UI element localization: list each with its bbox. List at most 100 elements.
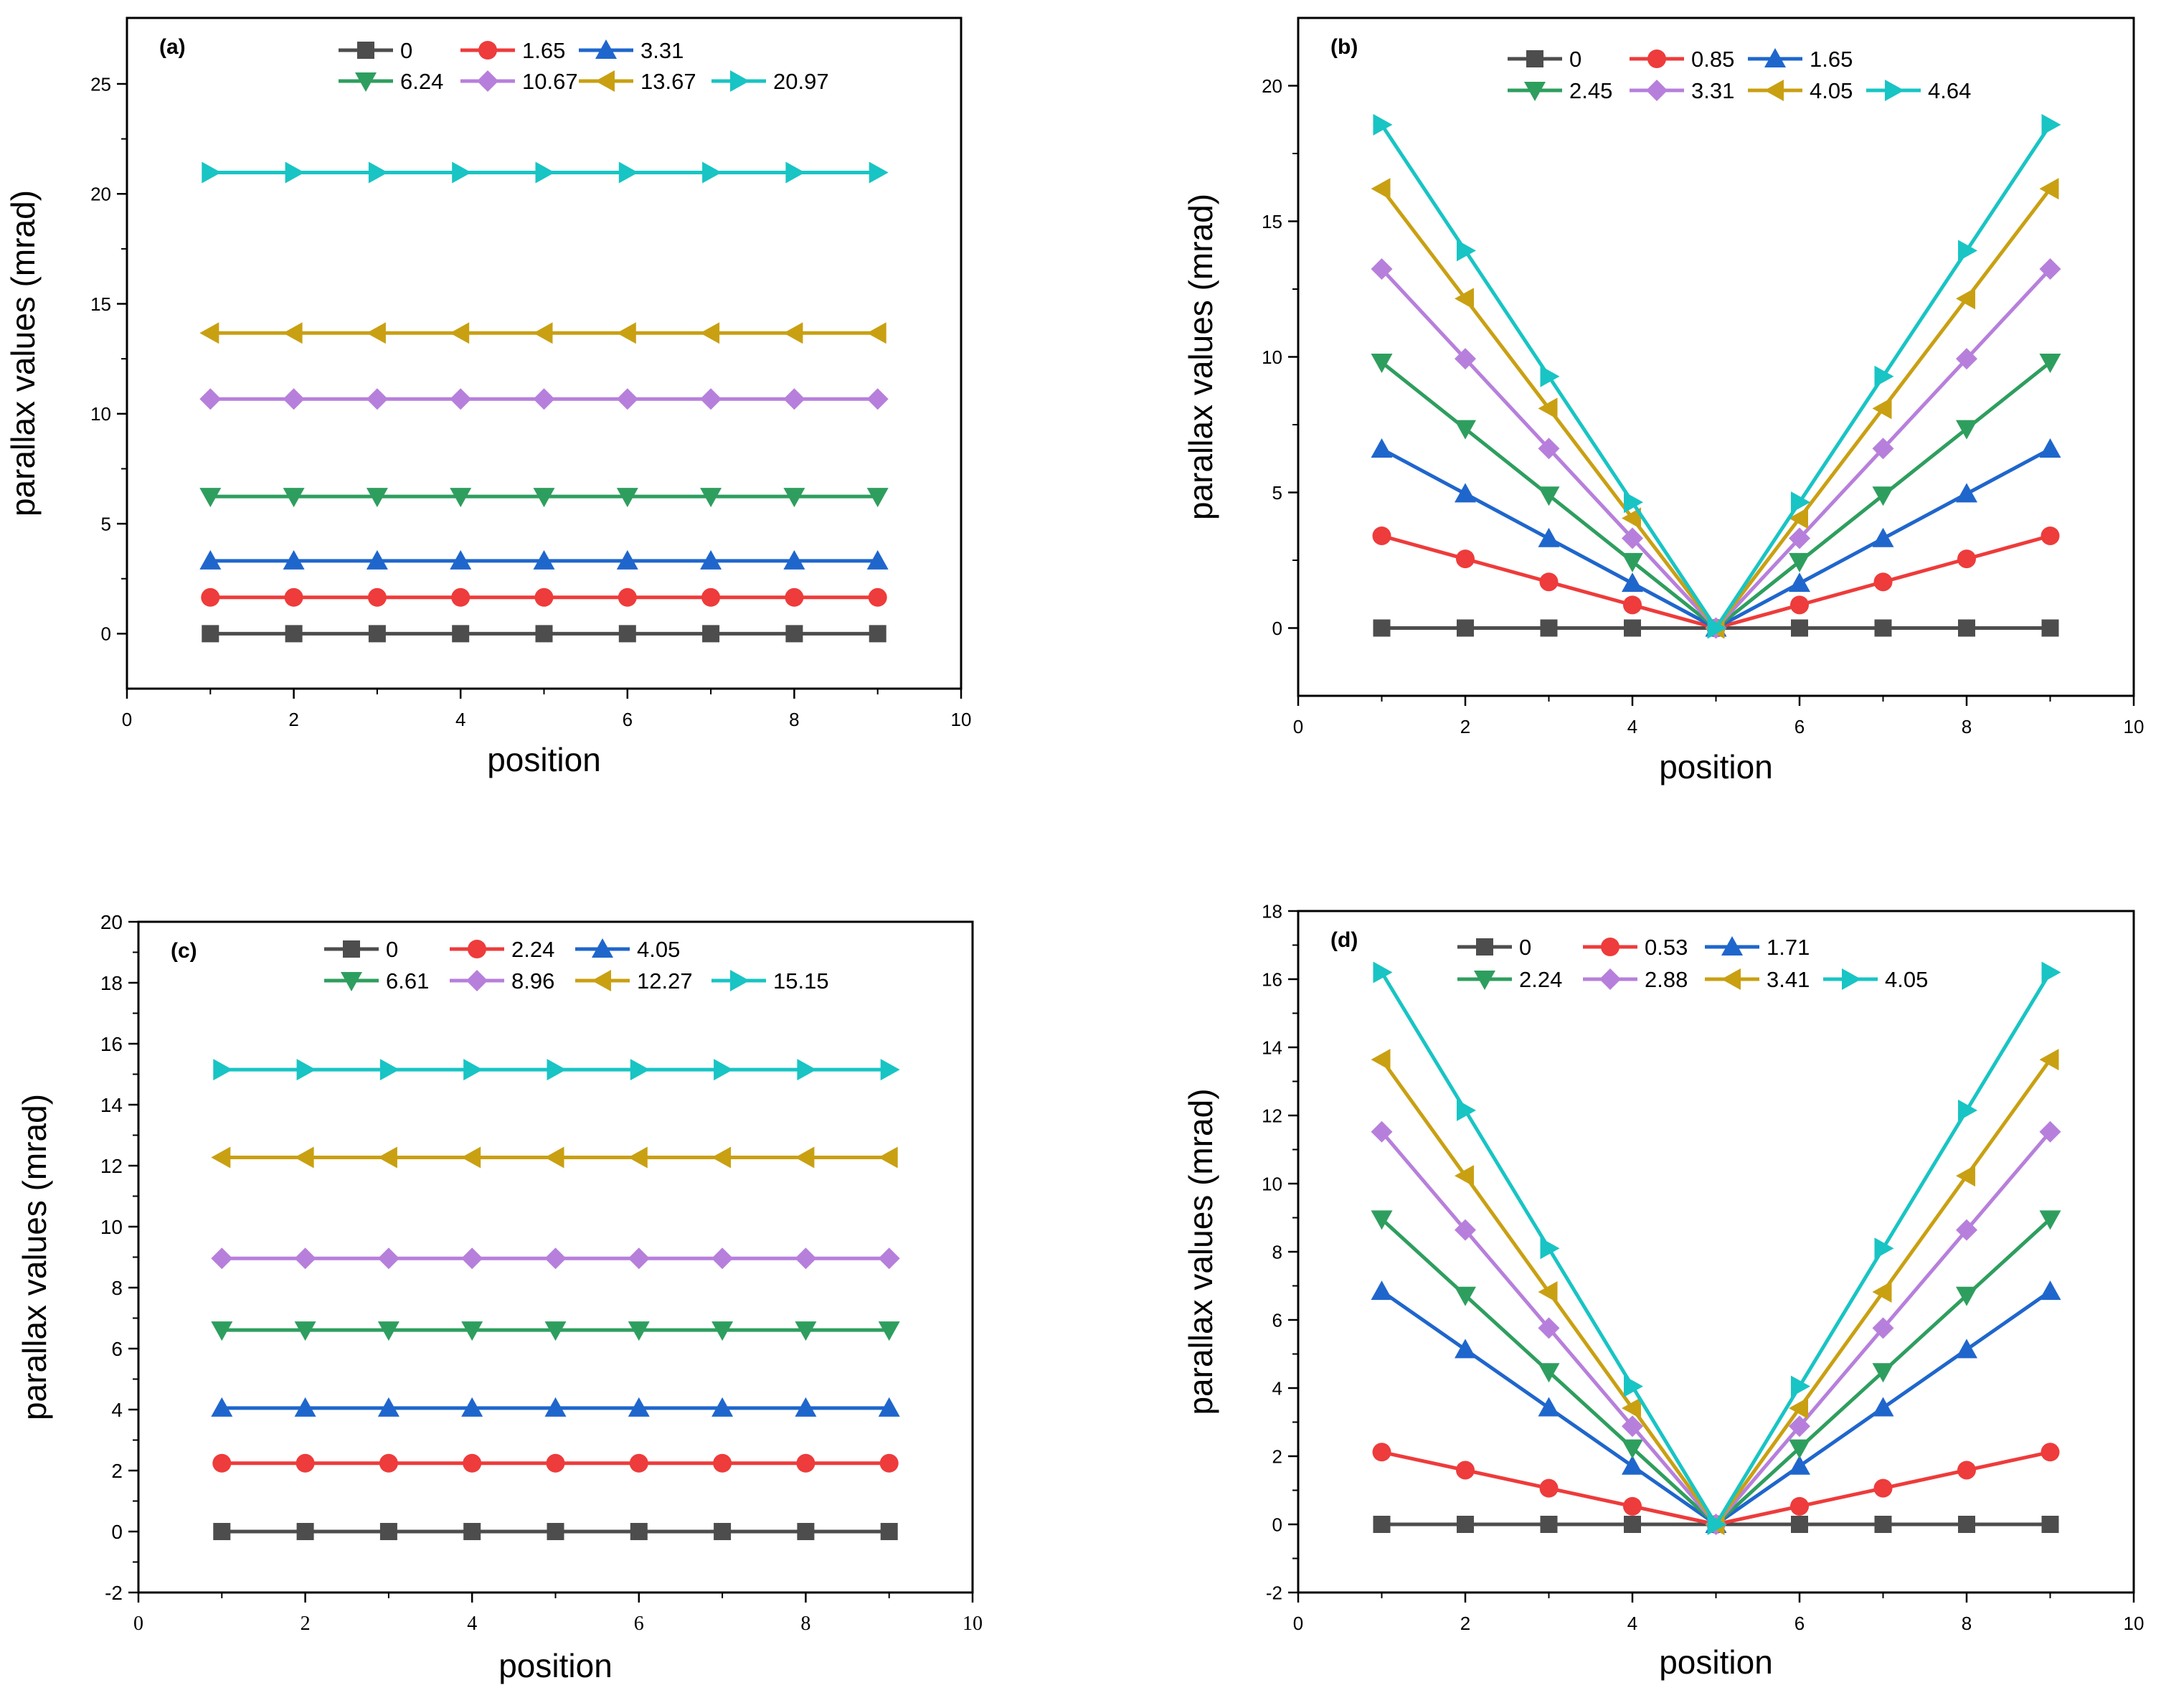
data-point [1538,486,1560,506]
data-point [1956,420,1977,440]
panel-label: (a) [159,35,186,59]
legend-label: 3.31 [1691,78,1734,103]
x-tick-label: 8 [789,709,799,730]
data-point [1539,572,1559,592]
legend-label: 1.65 [522,38,565,63]
legend-item-10.67: 10.67 [460,69,578,94]
series-line [1380,1131,2052,1527]
series-4.05 [1371,178,2059,639]
legend-marker [595,70,615,92]
legend-label: 2.45 [1569,78,1612,103]
data-point [212,1453,232,1473]
data-point [796,1453,815,1473]
data-point [1371,438,1393,458]
legend-marker [1885,80,1904,101]
x-tick-label: 6 [634,1613,644,1635]
legend-item-2.88: 2.88 [1583,967,1688,992]
legend-marker [343,940,360,958]
data-point [377,1146,397,1169]
data-point [284,588,303,607]
data-point [2039,1210,2061,1230]
data-point [451,588,470,607]
x-axis-title: position [487,741,601,778]
legend-label: 4.64 [1928,78,1971,103]
data-point [1789,552,1810,572]
data-point [1789,1439,1810,1459]
y-tick-label: 16 [1262,968,1282,990]
data-point [795,1397,817,1417]
data-point [463,1059,483,1081]
data-point [866,549,889,570]
x-tick-label: 8 [800,1613,810,1635]
legend-item-0: 0 [324,937,398,962]
data-point [616,388,638,410]
legend-marker [595,39,617,59]
legend-item-1.65: 1.65 [1748,47,1853,72]
y-axis-title: parallax values (mrad) [1182,194,1219,520]
data-point [1872,1317,1894,1339]
data-point [783,322,803,344]
legend-marker [341,972,362,991]
x-tick-label: 10 [963,1613,983,1635]
x-tick-label: 4 [455,709,465,730]
x-tick-label: 6 [1794,716,1805,737]
series-3.31 [199,549,889,570]
data-point [1538,1281,1558,1303]
data-point [1957,1461,1976,1480]
legend-item-2.24: 2.24 [450,937,554,962]
data-point [1455,1165,1474,1187]
data-point [1623,595,1642,615]
y-tick-label: 4 [1272,1377,1282,1399]
y-tick-label: 2 [1272,1445,1282,1467]
legend-label: 4.05 [637,937,680,962]
data-point [1624,619,1641,637]
series-0 [202,625,886,643]
series-15.15 [213,1059,900,1081]
y-tick-label: 5 [1272,482,1282,504]
data-point [1789,1415,1810,1438]
data-point [1874,619,1892,637]
data-point [366,322,386,344]
data-point [2039,354,2061,374]
data-point [1707,1514,1727,1535]
y-tick-label: 18 [1262,900,1282,922]
x-tick-label: 6 [1794,1613,1805,1634]
legend-item-4.05: 4.05 [1748,78,1853,103]
legend-item-1.71: 1.71 [1705,935,1810,960]
data-point [533,322,553,344]
y-tick-label: 25 [90,73,111,95]
legend-item-4.64: 4.64 [1866,78,1971,103]
plot-frame [1297,910,2135,1594]
series-2.45 [1371,354,2061,639]
series-4.64 [1373,113,2061,639]
data-point [1540,619,1558,637]
data-point [368,625,386,643]
legend-item-3.31: 3.31 [1630,78,1734,103]
series-6.24 [199,488,889,508]
legend-item-6.24: 6.24 [339,69,443,94]
data-point [199,488,222,508]
data-point [783,488,805,508]
series-4.05 [211,1397,900,1417]
legend-marker [1647,49,1666,68]
data-point [1789,527,1810,549]
data-point [461,1397,483,1417]
data-point [1958,1516,1975,1533]
series-1.71 [1371,1280,2061,1533]
data-point [868,588,887,607]
data-point [211,1146,231,1169]
data-point [2041,1443,2060,1462]
data-point [1956,1286,1977,1306]
data-point [211,1321,233,1341]
series-1.65 [1371,438,2061,637]
data-point [201,588,220,607]
data-point [1455,288,1474,310]
data-point [450,549,472,570]
legend-label: 2.24 [1519,967,1562,992]
data-point [283,549,305,570]
x-tick-label: 2 [1460,716,1470,737]
series-6.61 [211,1321,900,1341]
data-point [199,549,222,570]
series-12.27 [211,1146,898,1169]
data-point [366,488,388,508]
